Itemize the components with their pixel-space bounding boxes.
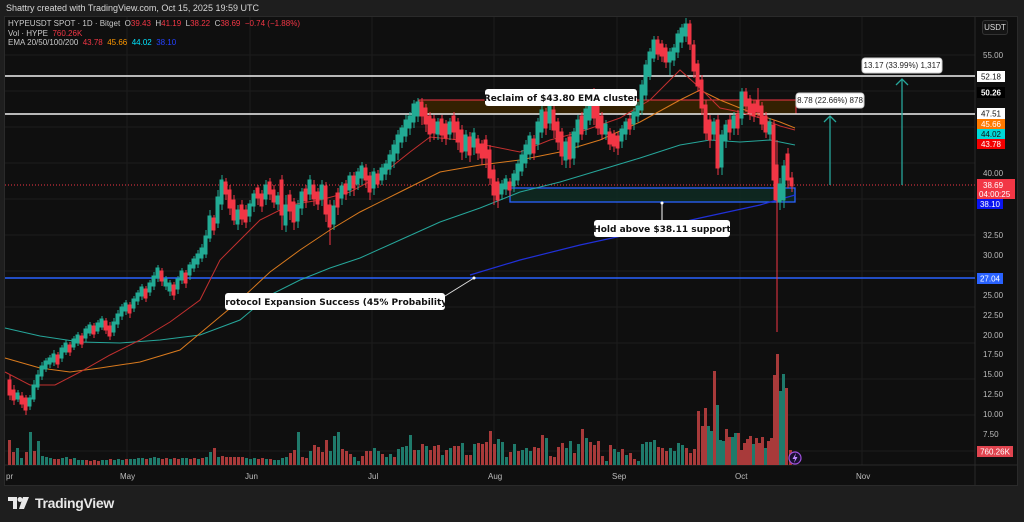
close-value: 38.69 [220, 19, 241, 28]
svg-text:May: May [120, 472, 135, 481]
callout-support[interactable]: Hold above $38.11 support [593, 201, 732, 238]
svg-text:Jun: Jun [245, 472, 258, 481]
svg-text:50.26: 50.26 [981, 89, 1002, 98]
tradingview-logo[interactable]: TradingView [8, 495, 114, 511]
ema200-value: 38.10 [156, 38, 177, 47]
chart-legend: HYPEUSDT SPOT · 1D · Bitget O39.43 H41.1… [8, 19, 300, 48]
high-value: 41.19 [161, 19, 182, 28]
time-axis[interactable]: pr May Jun Jul Aug Sep Oct Nov [6, 472, 870, 481]
measure-label-small: 8.78 (22.66%) 878 [795, 92, 865, 109]
callout-reclaim[interactable]: Reclaim of $43.80 EMA cluster [484, 89, 639, 106]
svg-text:12.50: 12.50 [983, 390, 1004, 399]
svg-text:47.51: 47.51 [981, 110, 1002, 119]
svg-text:38.69: 38.69 [983, 181, 1004, 190]
measure-label-large: 13.17 (33.99%) 1,317 [861, 57, 943, 74]
svg-text:20.00: 20.00 [983, 331, 1004, 340]
currency-button[interactable]: USDT [982, 20, 1008, 35]
svg-text:17.50: 17.50 [983, 350, 1004, 359]
svg-text:Oct: Oct [735, 472, 748, 481]
legend-symbol-row: HYPEUSDT SPOT · 1D · Bitget O39.43 H41.1… [8, 19, 300, 28]
svg-text:Hold above $38.11 support: Hold above $38.11 support [593, 225, 731, 235]
price-tag-27-04: 27.04 [977, 273, 1003, 284]
svg-text:Nov: Nov [856, 472, 870, 481]
volume-value: 760.26K [52, 28, 83, 38]
brand-name: TradingView [35, 495, 114, 511]
svg-text:38.10: 38.10 [980, 200, 1001, 209]
svg-text:25.00: 25.00 [983, 291, 1004, 300]
svg-text:13.17 (33.99%) 1,317: 13.17 (33.99%) 1,317 [864, 61, 941, 70]
legend-volume-row: Vol · HYPE 760.26K [8, 29, 300, 39]
volume-bars [8, 354, 792, 465]
price-tag-52-18: 52.18 [977, 71, 1005, 82]
svg-text:10.00: 10.00 [983, 410, 1004, 419]
svg-text:pr: pr [6, 472, 13, 481]
svg-text:30.00: 30.00 [983, 251, 1004, 260]
open-value: 39.43 [130, 19, 151, 28]
svg-text:8.78 (22.66%) 878: 8.78 (22.66%) 878 [797, 96, 863, 105]
svg-text:55.00: 55.00 [983, 51, 1004, 60]
svg-text:27.04: 27.04 [980, 275, 1001, 284]
price-tag-ema100: 44.02 [977, 129, 1005, 139]
chart-credit: Shattry created with TradingView.com, Oc… [6, 3, 259, 13]
ema50-value: 45.66 [107, 38, 128, 47]
svg-text:32.50: 32.50 [983, 231, 1004, 240]
callout-protocol[interactable]: Protocol Expansion Success (45% Probabil… [219, 276, 476, 311]
svg-text:22.50: 22.50 [983, 311, 1004, 320]
svg-text:Reclaim of $43.80 EMA cluster: Reclaim of $43.80 EMA cluster [484, 94, 639, 104]
support-zone[interactable] [509, 187, 796, 203]
ema100-line [4, 139, 796, 344]
price-tag-47-51: 47.51 [977, 108, 1005, 119]
ema20-value: 43.78 [82, 38, 103, 47]
candlesticks[interactable] [7, 18, 794, 415]
change-value: −0.74 (−1.88%) [244, 19, 300, 28]
svg-text:43.78: 43.78 [981, 140, 1002, 149]
svg-text:15.00: 15.00 [983, 370, 1004, 379]
svg-text:52.18: 52.18 [981, 73, 1002, 82]
svg-text:Aug: Aug [488, 472, 502, 481]
lightning-icon[interactable] [788, 451, 802, 465]
svg-text:40.00: 40.00 [983, 169, 1004, 178]
measure-arrow-small[interactable] [823, 115, 837, 185]
price-chart[interactable]: 8.78 (22.66%) 878 13.17 (33.99%) 1,317 R… [0, 0, 1024, 490]
price-tag-last: 38.69 04:00:25 [977, 179, 1015, 199]
price-tag-ema50: 45.66 [977, 119, 1005, 129]
measure-arrow-large[interactable] [895, 78, 909, 185]
svg-text:Sep: Sep [612, 472, 627, 481]
svg-text:7.50: 7.50 [983, 430, 999, 439]
svg-text:Jul: Jul [368, 472, 378, 481]
legend-ema-row: EMA 20/50/100/200 43.78 45.66 44.02 38.1… [8, 38, 300, 48]
grid-lines [5, 17, 975, 465]
price-tag-volume: 760.26K [977, 446, 1013, 457]
svg-text:45.66: 45.66 [981, 120, 1002, 129]
low-value: 38.22 [190, 19, 211, 28]
ema-label[interactable]: EMA 20/50/100/200 [8, 38, 79, 47]
svg-text:44.02: 44.02 [981, 130, 1002, 139]
tradingview-logo-icon [8, 497, 29, 509]
ema100-value: 44.02 [131, 38, 152, 47]
price-tag-ema20: 43.78 [977, 139, 1005, 149]
price-tag-50-26: 50.26 [977, 87, 1005, 98]
price-tag-ema200: 38.10 [977, 199, 1003, 209]
svg-text:Protocol Expansion Success (45: Protocol Expansion Success (45% Probabil… [219, 298, 452, 308]
symbol-name[interactable]: HYPEUSDT SPOT · 1D · Bitget [8, 19, 121, 28]
svg-text:04:00:25: 04:00:25 [979, 190, 1011, 199]
svg-text:760.26K: 760.26K [980, 448, 1010, 457]
volume-label[interactable]: Vol · HYPE [8, 28, 49, 38]
